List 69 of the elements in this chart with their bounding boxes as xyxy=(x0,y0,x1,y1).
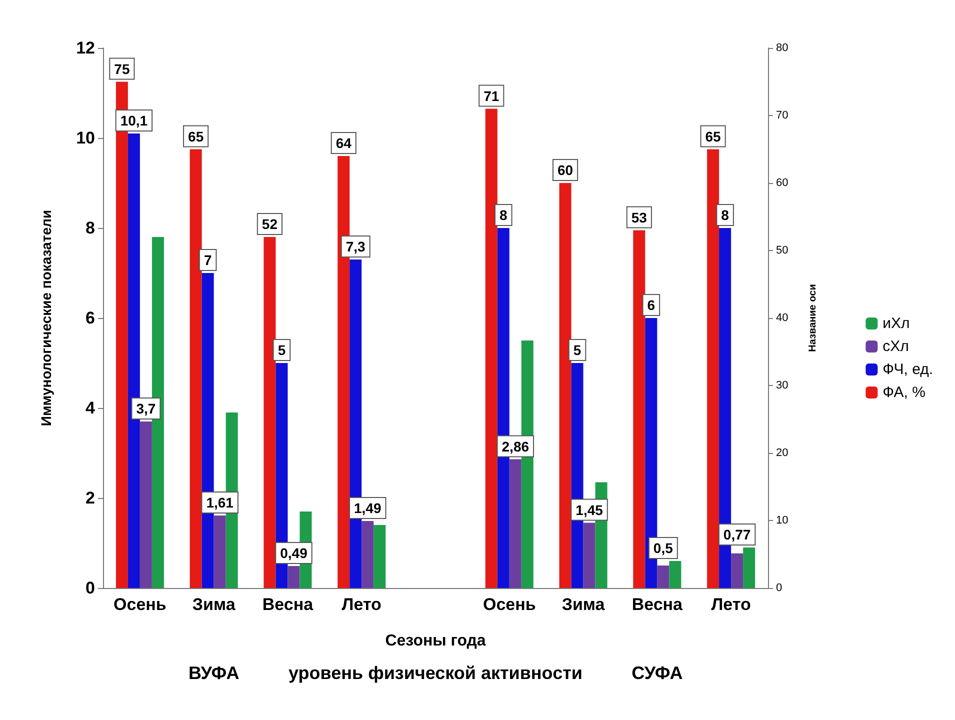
bar xyxy=(731,553,744,588)
y2-tick-label: 30 xyxy=(776,380,788,392)
data-label: 71 xyxy=(484,88,500,104)
data-label: 8 xyxy=(721,207,730,223)
x-tick-label: Весна xyxy=(632,595,684,614)
bar xyxy=(214,516,226,588)
y2-tick-label: 10 xyxy=(776,514,788,526)
legend-label: иХл xyxy=(882,315,910,332)
y2-tick-label: 40 xyxy=(776,312,788,324)
data-label: 0,5 xyxy=(653,540,674,556)
y2-tick-label: 0 xyxy=(776,582,782,594)
y-tick-label: 8 xyxy=(86,218,95,238)
x-tick-label: Весна xyxy=(262,595,314,614)
data-label: 7 xyxy=(204,252,212,268)
data-label: 5 xyxy=(573,342,582,358)
data-label: 53 xyxy=(631,209,648,226)
x-tick-label: Зима xyxy=(562,595,606,614)
bar xyxy=(583,522,596,588)
data-label: 10,1 xyxy=(120,112,148,128)
x-tick-label: Лето xyxy=(711,595,751,614)
y-tick-label: 4 xyxy=(86,398,96,418)
y-tick-label: 0 xyxy=(86,578,95,598)
data-label: 65 xyxy=(705,128,722,144)
bar xyxy=(140,422,152,588)
y2-tick-label: 80 xyxy=(776,42,788,54)
data-label: 0,77 xyxy=(723,526,751,542)
y2-tick-label: 60 xyxy=(776,177,788,189)
data-label: 7,3 xyxy=(346,238,366,254)
y-tick-label: 10 xyxy=(76,128,95,148)
bar xyxy=(288,566,300,588)
data-label: 1,45 xyxy=(576,502,604,518)
y-tick-label: 2 xyxy=(86,488,95,508)
bar xyxy=(374,525,386,588)
y-axis-title: Иммунологические показатели xyxy=(38,210,54,426)
x-tick-label: Осень xyxy=(482,595,536,614)
text: СУФА xyxy=(632,663,683,683)
x-axis-title: Сезоны года xyxy=(385,632,486,650)
legend-label: ФА, % xyxy=(882,384,926,401)
y2-axis-title: Название оси xyxy=(808,284,818,352)
data-label: 6 xyxy=(647,297,656,313)
x-tick-label: Лето xyxy=(342,595,382,614)
x-tick-label: Осень xyxy=(114,595,166,614)
bar xyxy=(669,561,682,588)
bar xyxy=(657,566,670,588)
y-tick-label: 12 xyxy=(76,38,95,58)
data-label: 64 xyxy=(336,135,352,151)
text: ВУФА xyxy=(188,663,240,683)
y2-tick-label: 70 xyxy=(776,110,788,122)
legend-label: ФЧ, ед. xyxy=(882,361,934,378)
data-label: 1,61 xyxy=(206,494,234,511)
data-label: 2,86 xyxy=(502,438,530,454)
data-label: 75 xyxy=(114,60,130,77)
text: уровень физической активности xyxy=(288,663,582,683)
legend-label: сХл xyxy=(882,338,909,355)
data-label: 3,7 xyxy=(136,400,156,416)
bar xyxy=(362,520,374,588)
y2-tick-label: 50 xyxy=(776,244,788,256)
data-label: 0,49 xyxy=(280,544,308,561)
data-label: 5 xyxy=(278,342,286,358)
y2-tick-label: 20 xyxy=(776,447,788,459)
data-label: 65 xyxy=(188,128,204,144)
data-label: 8 xyxy=(499,207,508,223)
bar xyxy=(743,548,756,588)
data-label: 52 xyxy=(262,216,278,232)
data-label: 1,49 xyxy=(354,500,382,516)
bar xyxy=(509,459,522,588)
x-tick-label: Зима xyxy=(192,595,236,614)
y-tick-label: 6 xyxy=(86,308,95,328)
data-label: 60 xyxy=(557,162,574,178)
